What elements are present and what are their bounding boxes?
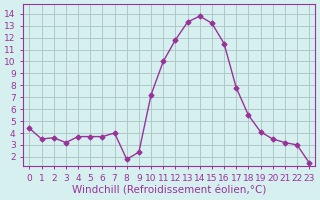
X-axis label: Windchill (Refroidissement éolien,°C): Windchill (Refroidissement éolien,°C) — [72, 186, 267, 196]
